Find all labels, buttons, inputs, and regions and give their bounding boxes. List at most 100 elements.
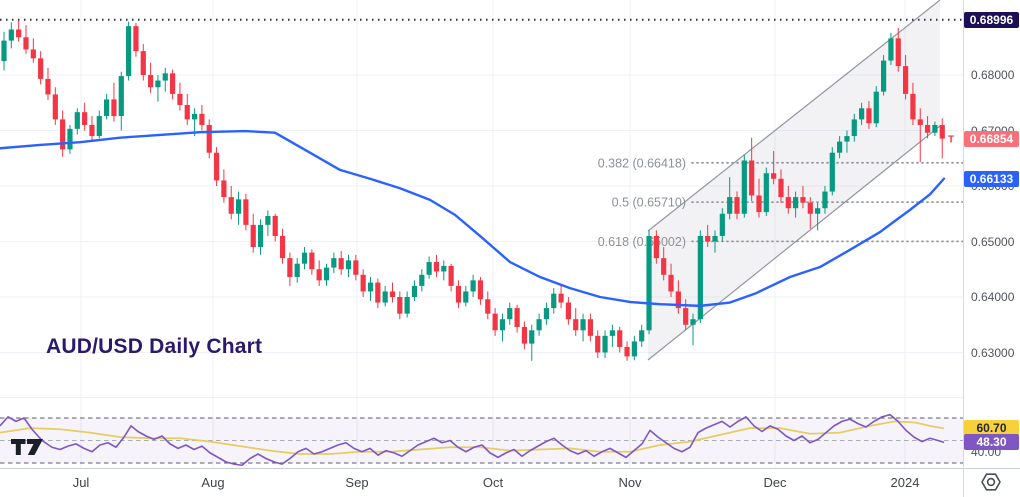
candle-body[interactable]: [397, 297, 403, 314]
candle-body[interactable]: [675, 291, 681, 309]
rsi-line[interactable]: [0, 413, 945, 467]
candle-body[interactable]: [133, 26, 139, 52]
candle-body[interactable]: [499, 319, 506, 331]
candle-body[interactable]: [609, 330, 615, 336]
time-axis-separator[interactable]: [0, 468, 1020, 469]
candle-body[interactable]: [646, 235, 652, 331]
candle-body[interactable]: [411, 285, 418, 297]
candle-body[interactable]: [734, 197, 740, 214]
candle-body[interactable]: [118, 76, 124, 117]
candle-body[interactable]: [932, 124, 938, 133]
candle-body[interactable]: [294, 263, 300, 278]
candle-body[interactable]: [639, 330, 645, 342]
candle-body[interactable]: [404, 297, 410, 314]
candle-body[interactable]: [221, 180, 227, 198]
candle-body[interactable]: [126, 26, 132, 77]
channel-fill[interactable]: [648, 0, 940, 360]
ma-line[interactable]: [0, 129, 946, 308]
candle-body[interactable]: [924, 124, 931, 133]
candle-body[interactable]: [587, 319, 593, 336]
candle-body[interactable]: [514, 308, 520, 327]
candle-body[interactable]: [631, 341, 637, 357]
candle-body[interactable]: [617, 330, 623, 347]
candle-body[interactable]: [455, 285, 462, 303]
candle-body[interactable]: [595, 335, 601, 353]
candle-body[interactable]: [741, 160, 747, 214]
level-price-badge[interactable]: 0.68996: [964, 11, 1019, 28]
candle-body[interactable]: [800, 197, 806, 203]
candle-body[interactable]: [316, 269, 322, 281]
candle-body[interactable]: [74, 112, 80, 129]
candle-body[interactable]: [426, 262, 432, 275]
candle-body[interactable]: [917, 119, 923, 125]
candle-body[interactable]: [23, 37, 29, 50]
candle-body[interactable]: [191, 113, 198, 120]
candle-body[interactable]: [778, 178, 784, 198]
candle-body[interactable]: [360, 274, 366, 292]
candle-body[interactable]: [463, 291, 469, 303]
candle-body[interactable]: [155, 80, 161, 88]
candle-body[interactable]: [521, 326, 528, 344]
time-label-Oct[interactable]: Oct: [482, 475, 504, 490]
candle-body[interactable]: [301, 252, 308, 264]
candle-body[interactable]: [353, 260, 359, 275]
candle-body[interactable]: [345, 260, 352, 270]
time-label-Nov[interactable]: Nov: [618, 475, 642, 490]
time-label-2024[interactable]: 2024: [890, 475, 920, 490]
candle-body[interactable]: [697, 235, 703, 320]
candle-body[interactable]: [272, 215, 278, 236]
candle-body[interactable]: [749, 160, 755, 196]
candle-body[interactable]: [529, 330, 535, 344]
candle-body[interactable]: [228, 197, 234, 214]
time-label-Aug[interactable]: Aug: [201, 475, 225, 490]
candle-body[interactable]: [492, 313, 498, 331]
candle-body[interactable]: [910, 93, 916, 120]
candle-body[interactable]: [45, 78, 51, 95]
candle-body[interactable]: [536, 319, 542, 331]
candle-body[interactable]: [668, 274, 674, 292]
candle-body[interactable]: [866, 108, 872, 124]
time-label-Sep[interactable]: Sep: [345, 475, 369, 490]
candle-body[interactable]: [199, 113, 205, 125]
candle-body[interactable]: [661, 258, 667, 275]
candle-body[interactable]: [309, 252, 315, 270]
candle-body[interactable]: [331, 258, 337, 268]
candle-body[interactable]: [184, 104, 190, 120]
candle-body[interactable]: [389, 291, 396, 297]
candle-body[interactable]: [822, 191, 828, 209]
candle-body[interactable]: [580, 319, 586, 331]
candle-body[interactable]: [169, 73, 176, 94]
candle-body[interactable]: [140, 51, 146, 75]
candle-body[interactable]: [895, 38, 901, 67]
candle-body[interactable]: [712, 235, 718, 242]
candle-body[interactable]: [162, 73, 168, 81]
candle-body[interactable]: [653, 235, 659, 259]
candle-body[interactable]: [881, 60, 887, 92]
ma-price-badge[interactable]: 0.66133: [964, 170, 1019, 187]
candle-body[interactable]: [16, 29, 22, 38]
candle-body[interactable]: [851, 119, 857, 137]
candle-body[interactable]: [8, 29, 14, 41]
candle-body[interactable]: [52, 94, 58, 120]
candle-body[interactable]: [793, 197, 799, 209]
candle-body[interactable]: [257, 224, 264, 248]
candle-body[interactable]: [433, 262, 440, 272]
candle-body[interactable]: [470, 280, 476, 292]
candle-body[interactable]: [859, 108, 865, 120]
candle-body[interactable]: [338, 258, 344, 270]
candle-body[interactable]: [206, 124, 212, 153]
rsi-ma-badge[interactable]: 60.70: [964, 420, 1019, 437]
candle-body[interactable]: [785, 197, 791, 209]
candle-body[interactable]: [148, 75, 154, 88]
candle-body[interactable]: [1, 40, 7, 62]
time-label-Dec[interactable]: Dec: [763, 475, 787, 490]
candle-body[interactable]: [837, 141, 843, 153]
candle-body[interactable]: [60, 119, 66, 150]
candle-body[interactable]: [815, 208, 821, 214]
candle-body[interactable]: [287, 258, 293, 278]
candle-body[interactable]: [771, 173, 777, 179]
candle-body[interactable]: [829, 152, 835, 192]
candle-body[interactable]: [888, 38, 894, 61]
candle-body[interactable]: [939, 124, 945, 139]
candle-body[interactable]: [441, 265, 447, 272]
